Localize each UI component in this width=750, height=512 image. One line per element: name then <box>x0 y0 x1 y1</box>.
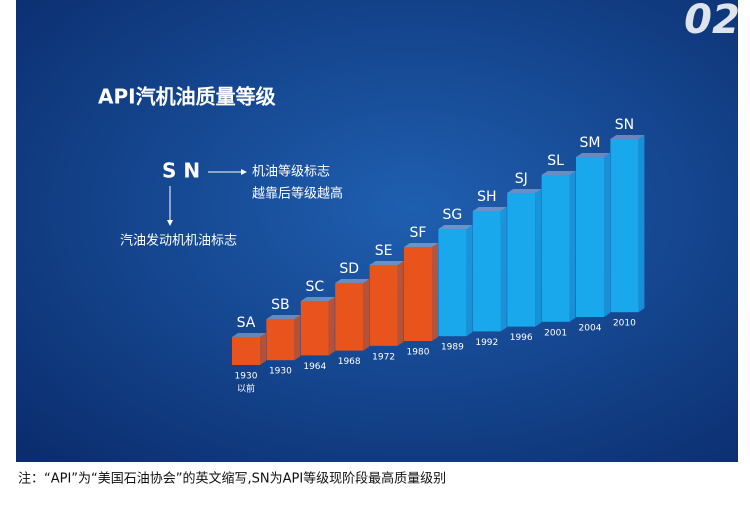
bar <box>610 139 639 313</box>
grade-label: SJ <box>515 171 528 187</box>
bar-side <box>294 315 301 361</box>
year-label: 1972 <box>372 352 395 362</box>
grade-label: SM <box>580 135 601 151</box>
grade-label: SB <box>271 297 290 313</box>
bar-side <box>363 279 370 351</box>
year-label: 1989 <box>441 343 464 353</box>
year-label: 1980 <box>407 348 430 358</box>
year-label: 1996 <box>510 333 533 343</box>
bar <box>507 193 536 327</box>
bar-top <box>300 297 335 301</box>
bar <box>266 319 295 361</box>
bar <box>300 301 329 356</box>
title: API汽机油质量等级 <box>98 85 276 109</box>
bar-side <box>432 243 438 341</box>
grade-label: SL <box>547 153 564 169</box>
year-label: 1964 <box>303 362 326 372</box>
year-note: 以前 <box>237 383 255 395</box>
grade-label: SN <box>615 117 634 133</box>
bar-top <box>507 189 542 193</box>
grade-label: SF <box>410 225 427 241</box>
bar-side <box>328 297 335 356</box>
year-label: 2001 <box>544 328 567 338</box>
year-label: 1930 <box>269 367 292 377</box>
legend-text: 机油等级标志 <box>252 164 330 180</box>
bar-side <box>500 207 507 332</box>
bar-top <box>404 243 438 247</box>
year-label: 2010 <box>613 319 636 329</box>
bar <box>541 175 570 322</box>
year-label: 1968 <box>338 357 361 367</box>
bar-top <box>266 315 301 319</box>
bar <box>335 283 364 351</box>
bar-side <box>604 153 610 317</box>
bar-side <box>260 333 266 365</box>
bar-top <box>232 333 266 337</box>
footnote: 注：“API”为“美国石油协会”的英文缩写,SN为API等级现阶段最高质量级别 <box>18 471 446 487</box>
grade-label: SC <box>305 279 324 295</box>
bar-top <box>541 171 576 175</box>
year-label: 2004 <box>579 324 602 334</box>
legend-code: S N <box>162 159 200 183</box>
bar-top <box>335 279 370 283</box>
grade-label: SD <box>339 261 359 277</box>
bar <box>404 247 432 341</box>
bar-top <box>576 153 610 157</box>
grade-label: SE <box>375 243 393 259</box>
bar-side <box>638 135 645 313</box>
bar-top <box>472 207 507 211</box>
bar-top <box>438 225 473 229</box>
bar-side <box>569 171 576 322</box>
legend-text: 越靠后等级越高 <box>252 186 343 202</box>
bar <box>576 157 604 317</box>
arrow-head <box>241 169 247 175</box>
year-label: 1930 <box>235 372 258 382</box>
bar-top <box>369 261 404 265</box>
grade-label: SA <box>237 315 256 331</box>
grade-label: SG <box>443 207 463 223</box>
legend-text: 汽油发动机机油标志 <box>120 233 237 249</box>
badge: 02 <box>684 0 740 43</box>
bar-side <box>535 189 542 327</box>
bar <box>232 337 260 365</box>
bar-side <box>397 261 404 346</box>
bar-top <box>610 135 645 139</box>
bar <box>472 211 501 332</box>
bar <box>438 229 467 337</box>
bar <box>369 265 398 346</box>
arrow-head <box>167 220 173 226</box>
year-label: 1992 <box>475 338 498 348</box>
bar-side <box>466 225 473 337</box>
grade-label: SH <box>477 189 496 205</box>
